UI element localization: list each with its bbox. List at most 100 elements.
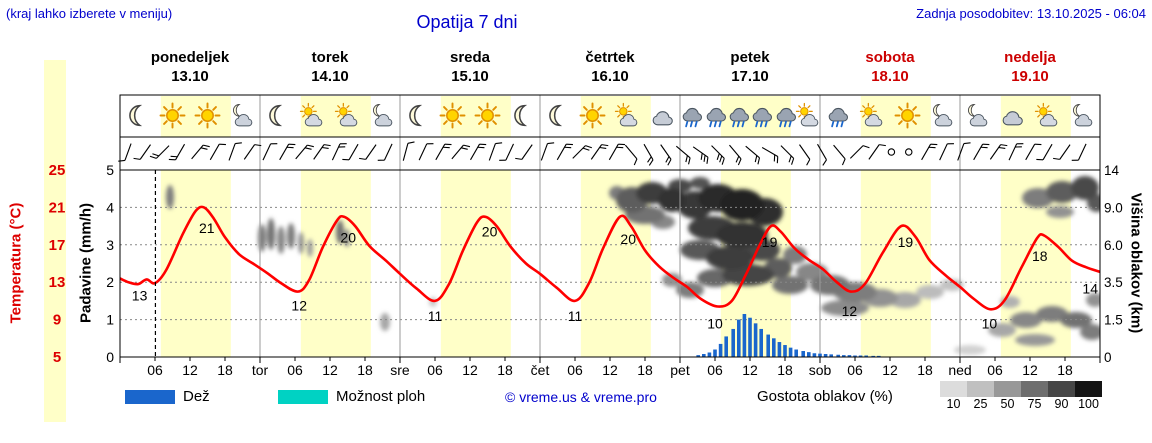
svg-text:5: 5 (106, 162, 114, 178)
wind-barb-icon (470, 143, 487, 161)
svg-text:5: 5 (53, 349, 61, 366)
svg-text:12: 12 (742, 362, 758, 378)
svg-text:0: 0 (106, 349, 114, 365)
svg-text:4: 4 (106, 199, 114, 215)
wind-barb-icon (149, 145, 170, 159)
svg-text:25: 25 (49, 162, 66, 179)
cloud-density-swatch-25 (967, 381, 994, 397)
wind-barb-icon (957, 142, 971, 161)
sun-cloud-icon (859, 102, 886, 129)
rain-icon (824, 102, 851, 129)
svg-text:12: 12 (291, 298, 307, 314)
temperature-axis-label: Temperatura (°C) (7, 202, 25, 324)
svg-text:11: 11 (428, 308, 443, 324)
time-axis-labels: 06 12 18 tor 06 12 18 sre 06 12 18 čet 06 12 18 pet 06 12… (147, 362, 1073, 378)
day-date: 15.10 (451, 68, 489, 85)
svg-text:9.0: 9.0 (1104, 200, 1123, 215)
wind-barb-icon (973, 143, 990, 161)
wind-barb-icon (692, 146, 709, 164)
cloud-density-scale-value: 50 (1000, 397, 1015, 411)
svg-text:20: 20 (340, 229, 356, 245)
sun-cloud-icon (299, 102, 326, 129)
day-name: četrtek (585, 49, 635, 66)
day-header-torek: torek 14.10 (260, 48, 400, 86)
day-header-ponedeljek: ponedeljek 13.10 (120, 48, 260, 86)
wind-barb-icon (833, 144, 846, 166)
daylight-bands (160, 96, 1071, 357)
day-name: ponedeljek (150, 49, 230, 66)
cloud-density-scale-value: 10 (946, 397, 961, 411)
rain-bars (696, 313, 881, 357)
wind-barb-icon (939, 143, 954, 161)
rain-icon (772, 102, 799, 129)
svg-text:06: 06 (427, 362, 443, 378)
svg-text:06: 06 (287, 362, 303, 378)
svg-text:18: 18 (217, 362, 233, 378)
wind-barb-icon (556, 143, 573, 161)
svg-text:19: 19 (762, 234, 778, 250)
page-title: Opatija 7 dni (416, 12, 518, 32)
temperature-scale-strip (44, 60, 66, 422)
day-name: sreda (449, 49, 491, 66)
wind-barb-icon (540, 142, 555, 161)
wind-barb-icon (729, 144, 742, 166)
copyright-link[interactable]: © vreme.us & vreme.pro (505, 389, 657, 405)
svg-text:12: 12 (322, 362, 338, 378)
svg-text:sre: sre (390, 362, 410, 378)
svg-text:06: 06 (987, 362, 1003, 378)
wind-barb-icon (1008, 143, 1024, 161)
cloud-density-scale-value: 100 (1078, 397, 1099, 411)
moon-cloud-icon (369, 102, 396, 129)
wind-barb-icon (435, 143, 452, 161)
wind-barb-icon (572, 145, 593, 159)
cloud-density-swatch-75 (1021, 381, 1048, 397)
showers-legend-label: Možnost ploh (336, 388, 426, 405)
moon-cloud-icon (1069, 102, 1096, 129)
sun-cloud-icon (334, 102, 361, 129)
wind-barb-icon (711, 145, 725, 165)
sun-cloud-icon (614, 102, 641, 129)
wind-barb-icon (780, 145, 795, 165)
svg-text:1: 1 (106, 312, 114, 328)
wind-barb-icon (817, 143, 827, 166)
svg-text:21: 21 (199, 220, 215, 236)
wind-barb-icon (295, 144, 314, 160)
cloud-density-swatch-50 (994, 381, 1021, 397)
svg-text:pet: pet (670, 362, 690, 378)
wind-barb-icon (590, 144, 609, 160)
svg-text:tor: tor (252, 362, 269, 378)
day-name: nedelja (1004, 49, 1056, 66)
wind-barb-icon (921, 143, 938, 161)
svg-text:11: 11 (568, 308, 583, 324)
calm-wind-icon (887, 148, 896, 156)
svg-text:19: 19 (898, 234, 914, 250)
wind-barb-icon (675, 145, 691, 165)
svg-text:20: 20 (482, 224, 498, 240)
moon-icon (404, 102, 431, 129)
wind-barb-icon (515, 144, 533, 160)
moon-icon (509, 102, 536, 129)
day-date: 18.10 (871, 68, 909, 85)
svg-text:čet: čet (531, 362, 550, 378)
cloud-density-swatch-90 (1048, 381, 1075, 397)
svg-text:18: 18 (497, 362, 513, 378)
day-header-nedelja: nedelja 19.10 (960, 48, 1100, 86)
sun-cloud-icon (795, 102, 822, 129)
day-date: 16.10 (591, 68, 629, 85)
wind-barb-icon (1071, 143, 1087, 161)
sun-icon (159, 102, 186, 129)
wind-barb-icon (989, 144, 1008, 160)
rain-icon (725, 102, 752, 129)
svg-text:3.5: 3.5 (1104, 275, 1123, 290)
svg-text:12: 12 (882, 362, 898, 378)
day-header-sreda: sreda 15.10 (400, 48, 540, 86)
wind-barb-icon (1036, 143, 1053, 161)
chart-frame (119, 94, 1101, 363)
rain-icon (702, 102, 729, 129)
wind-barb-icon (799, 144, 811, 166)
calm-wind-icon (904, 148, 913, 156)
wind-barb-icon (262, 143, 278, 161)
moon-icon (124, 102, 151, 129)
temperature-curve (120, 205, 1100, 311)
